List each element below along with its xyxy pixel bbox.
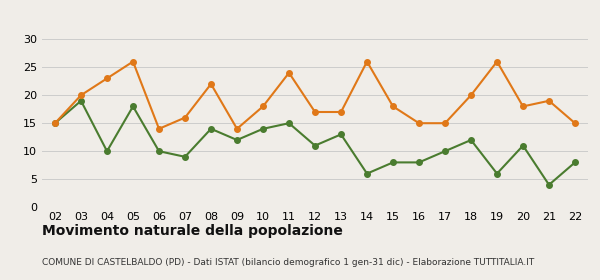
Nascite	[545, 183, 553, 186]
Decessi	[286, 71, 293, 74]
Nascite	[155, 150, 163, 153]
Nascite	[52, 122, 59, 125]
Nascite	[571, 161, 578, 164]
Decessi	[77, 94, 85, 97]
Nascite	[311, 144, 319, 147]
Decessi	[389, 105, 397, 108]
Nascite	[493, 172, 500, 175]
Nascite	[415, 161, 422, 164]
Decessi	[364, 60, 371, 63]
Nascite	[77, 99, 85, 102]
Decessi	[520, 105, 527, 108]
Decessi	[337, 110, 344, 114]
Decessi	[233, 127, 241, 130]
Decessi	[545, 99, 553, 102]
Nascite	[520, 144, 527, 147]
Decessi	[493, 60, 500, 63]
Decessi	[311, 110, 319, 114]
Nascite	[181, 155, 188, 158]
Decessi	[208, 82, 215, 86]
Decessi	[181, 116, 188, 119]
Nascite	[233, 138, 241, 142]
Nascite	[442, 150, 449, 153]
Nascite	[130, 105, 137, 108]
Text: Movimento naturale della popolazione: Movimento naturale della popolazione	[42, 224, 343, 238]
Decessi	[155, 127, 163, 130]
Decessi	[467, 94, 475, 97]
Nascite	[364, 172, 371, 175]
Decessi	[52, 122, 59, 125]
Nascite	[208, 127, 215, 130]
Nascite	[103, 150, 110, 153]
Line: Nascite: Nascite	[52, 98, 578, 188]
Nascite	[337, 133, 344, 136]
Nascite	[467, 138, 475, 142]
Legend: Nascite, Decessi: Nascite, Decessi	[231, 0, 399, 4]
Text: COMUNE DI CASTELBALDO (PD) - Dati ISTAT (bilancio demografico 1 gen-31 dic) - El: COMUNE DI CASTELBALDO (PD) - Dati ISTAT …	[42, 258, 534, 267]
Decessi	[442, 122, 449, 125]
Line: Decessi: Decessi	[52, 59, 578, 132]
Decessi	[415, 122, 422, 125]
Decessi	[130, 60, 137, 63]
Nascite	[259, 127, 266, 130]
Decessi	[103, 77, 110, 80]
Decessi	[259, 105, 266, 108]
Nascite	[286, 122, 293, 125]
Decessi	[571, 122, 578, 125]
Nascite	[389, 161, 397, 164]
